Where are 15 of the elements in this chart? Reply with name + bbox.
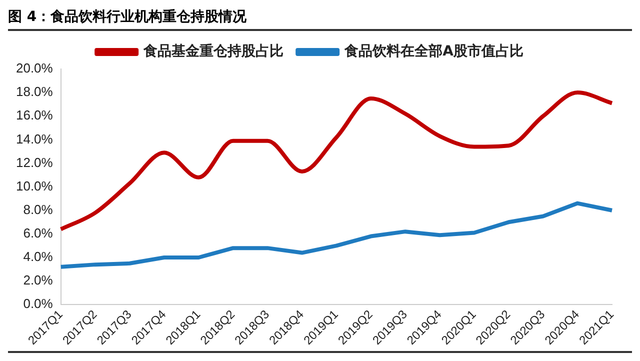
y-tick-label: 20.0% bbox=[16, 60, 54, 76]
y-tick-label: 14.0% bbox=[16, 131, 54, 146]
y-tick-label: 4.0% bbox=[23, 249, 54, 264]
legend-label: 食品饮料在全部A股市值占比 bbox=[344, 42, 524, 60]
y-tick-label: 6.0% bbox=[23, 226, 54, 241]
y-tick-label: 18.0% bbox=[16, 84, 54, 100]
y-tick-label: 12.0% bbox=[16, 154, 54, 170]
y-tick-label: 10.0% bbox=[16, 178, 54, 194]
legend-label: 食品基金重仓持股占比 bbox=[142, 44, 284, 60]
y-tick-label: 2.0% bbox=[23, 272, 54, 288]
y-tick-label: 8.0% bbox=[23, 202, 54, 217]
chart-title: 图 4：食品饮料行业机构重仓持股情况 bbox=[8, 8, 632, 31]
line-series bbox=[58, 90, 614, 232]
y-tick-label: 16.0% bbox=[16, 108, 54, 123]
y-tick-label: 0.0% bbox=[23, 296, 54, 312]
